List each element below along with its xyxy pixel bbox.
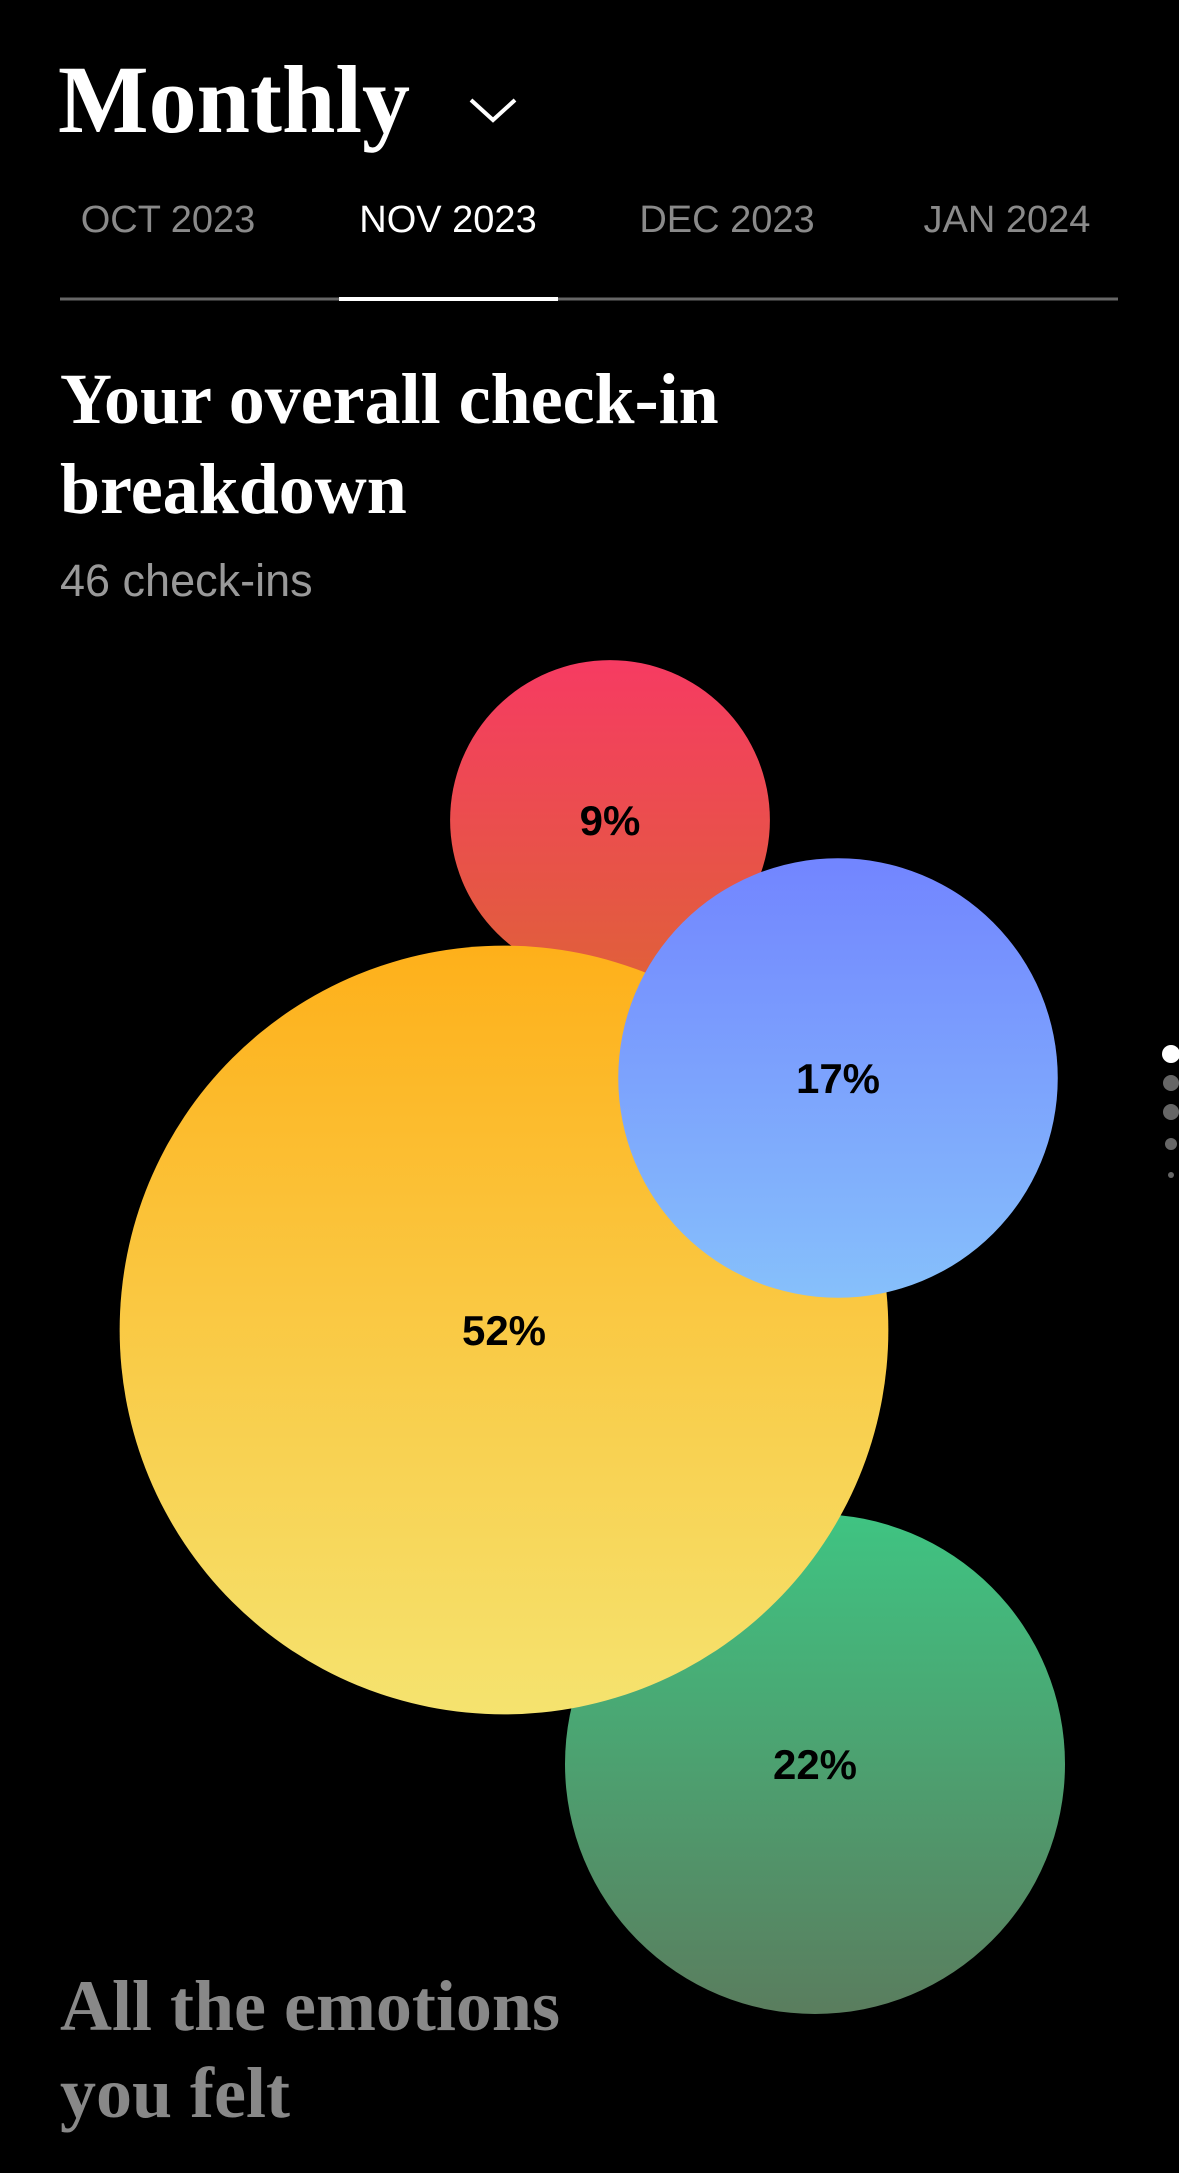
section-title: Your overall check-in breakdown (60, 359, 719, 529)
header-title: Monthly (58, 46, 410, 153)
dropdown-chevron[interactable] (469, 98, 517, 123)
bubble (618, 858, 1058, 1298)
page-dot[interactable] (1168, 1172, 1174, 1178)
tab-label[interactable]: OCT 2023 (81, 199, 256, 241)
page-dot[interactable] (1165, 1138, 1177, 1150)
page-dot[interactable] (1163, 1104, 1179, 1120)
bubble-label: 17% (796, 1055, 880, 1102)
bubble-label: 9% (580, 797, 641, 844)
bubble (450, 660, 770, 980)
bubble-label: 22% (773, 1741, 857, 1788)
tab-label[interactable]: JAN 2024 (924, 199, 1091, 241)
page-dot[interactable] (1162, 1045, 1179, 1063)
page-indicator (1162, 1045, 1179, 1178)
subtitle: 46 check-ins (60, 555, 313, 606)
tab-label[interactable]: DEC 2023 (639, 199, 814, 241)
bubble-label: 52% (462, 1307, 546, 1354)
page-dot[interactable] (1163, 1075, 1179, 1091)
tab-label[interactable]: NOV 2023 (359, 199, 536, 241)
footer-title: All the emotions you felt (60, 1966, 560, 2133)
